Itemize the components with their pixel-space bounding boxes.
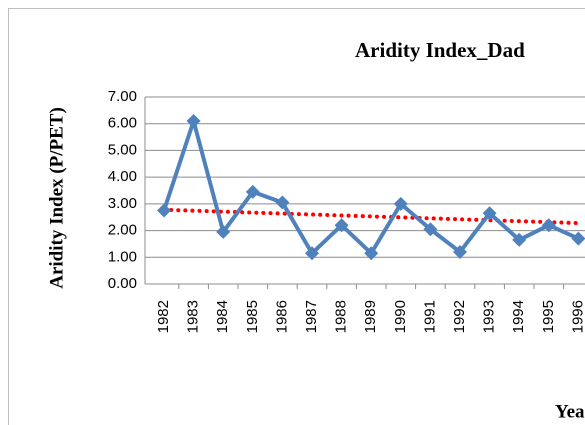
chart-title: Aridity Index_Dad bbox=[355, 38, 525, 62]
x-tick-label: 1983 bbox=[185, 300, 202, 333]
data-point bbox=[364, 246, 379, 261]
y-tick-label: 1.00 bbox=[108, 248, 137, 265]
y-tick-label: 4.00 bbox=[108, 168, 137, 185]
data-point bbox=[245, 184, 260, 199]
data-point bbox=[334, 218, 349, 233]
data-point bbox=[423, 222, 438, 237]
x-tick-label: 1994 bbox=[510, 300, 527, 333]
y-tick-label: 2.00 bbox=[108, 222, 137, 239]
y-axis-title: Aridity Index (P/PET) bbox=[46, 107, 67, 289]
data-point bbox=[216, 224, 231, 239]
data-point bbox=[571, 231, 585, 246]
x-tick-label: 1982 bbox=[155, 300, 172, 333]
x-tick-label: 1987 bbox=[303, 300, 320, 333]
y-tick-label: 6.00 bbox=[108, 115, 137, 132]
x-tick-label: 1988 bbox=[333, 300, 350, 333]
x-tick-label: 1991 bbox=[421, 300, 438, 333]
y-tick-label: 3.00 bbox=[108, 195, 137, 212]
data-point bbox=[275, 195, 290, 210]
x-tick-label: 1995 bbox=[540, 300, 557, 333]
x-tick-label: 1990 bbox=[392, 300, 409, 333]
x-tick-label: 1985 bbox=[244, 300, 261, 333]
chart-frame bbox=[8, 8, 585, 425]
x-tick-label: 1989 bbox=[362, 300, 379, 333]
data-point bbox=[453, 244, 467, 259]
x-tick-label: 1996 bbox=[569, 300, 585, 333]
x-tick-label: 1992 bbox=[451, 300, 468, 333]
data-point bbox=[541, 218, 556, 233]
data-point bbox=[186, 114, 201, 129]
data-point bbox=[512, 232, 527, 247]
x-tick-label: 1986 bbox=[273, 300, 290, 333]
data-point bbox=[157, 203, 171, 218]
x-tick-label: 1993 bbox=[481, 300, 498, 333]
trend-line bbox=[162, 207, 581, 226]
y-tick-label: 0.00 bbox=[108, 275, 137, 292]
y-tick-label: 5.00 bbox=[108, 141, 137, 158]
data-point bbox=[393, 196, 408, 211]
data-point bbox=[482, 206, 497, 221]
x-tick-label: 1984 bbox=[214, 300, 231, 333]
x-axis-title: Yea bbox=[555, 401, 585, 422]
data-point bbox=[305, 246, 319, 261]
y-tick-label: 7.00 bbox=[108, 88, 137, 105]
